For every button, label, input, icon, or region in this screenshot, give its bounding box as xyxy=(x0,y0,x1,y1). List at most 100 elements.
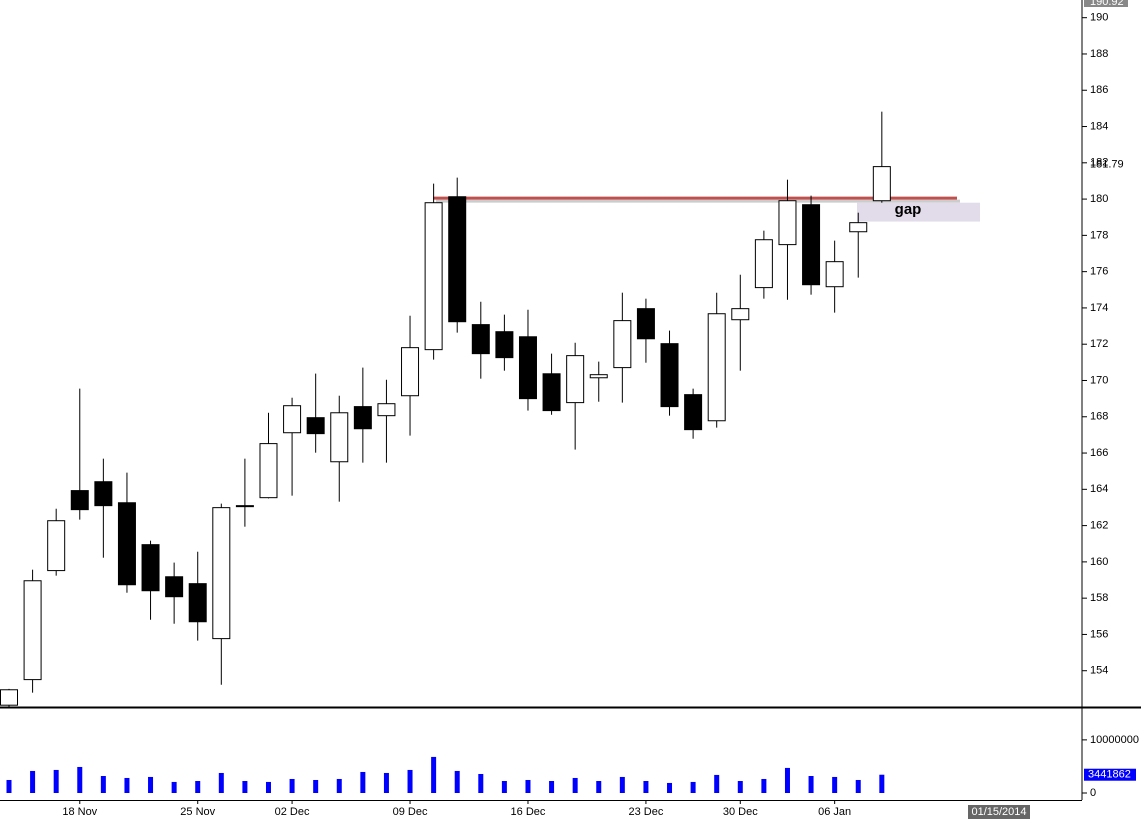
candle-body xyxy=(259,443,278,499)
volume-tick-label: 10000000 xyxy=(1090,734,1139,746)
volume-bar xyxy=(879,774,885,793)
volume-bar xyxy=(619,776,625,793)
candle-body xyxy=(330,412,349,463)
x-tick-label: 06 Jan xyxy=(818,806,851,818)
x-tick-label: 25 Nov xyxy=(180,806,215,818)
candle-body xyxy=(849,222,868,233)
volume-bar xyxy=(667,782,673,793)
x-tick-label: 23 Dec xyxy=(629,806,664,818)
volume-bar xyxy=(855,779,861,793)
candle-body xyxy=(212,507,231,640)
candle-body xyxy=(424,202,443,351)
candle-body xyxy=(872,166,891,202)
x-tick-label: 02 Dec xyxy=(275,806,310,818)
x-tick-label: 30 Dec xyxy=(723,806,758,818)
candle-body xyxy=(731,308,750,321)
volume-bar xyxy=(171,781,177,793)
y-tick-label: 188 xyxy=(1090,48,1108,60)
candle-body xyxy=(165,576,184,598)
gap-label: gap xyxy=(895,201,922,218)
candle-body xyxy=(377,403,396,417)
volume-bar xyxy=(454,770,460,793)
volume-bar xyxy=(100,776,106,793)
candle-body xyxy=(613,320,632,369)
candle-body xyxy=(353,406,372,430)
x-tick-label: 18 Nov xyxy=(62,806,97,818)
volume-bar xyxy=(407,769,413,793)
y-tick-label: 184 xyxy=(1090,120,1108,132)
volume-bar xyxy=(761,778,767,793)
y-tick-label: 186 xyxy=(1090,84,1108,96)
candle-body xyxy=(448,196,467,323)
candle-body xyxy=(47,520,66,572)
volume-bar xyxy=(431,756,437,793)
candle-body xyxy=(778,200,797,246)
candle-body xyxy=(94,481,113,507)
volume-bar xyxy=(6,779,12,793)
volume-bar xyxy=(53,769,59,793)
y-tick-label: 178 xyxy=(1090,229,1108,241)
volume-bar xyxy=(336,778,342,793)
cursor-date: 01/15/2014 xyxy=(971,806,1026,818)
candle-body xyxy=(636,308,655,340)
volume-bar xyxy=(478,773,484,793)
volume-bar xyxy=(832,776,838,793)
y-tick-label: 172 xyxy=(1090,338,1108,350)
y-tick-label: 176 xyxy=(1090,266,1108,278)
last-price-label: 181.79 xyxy=(1090,159,1124,171)
candle-body xyxy=(684,394,703,431)
volume-bar xyxy=(313,779,319,793)
volume-bar xyxy=(195,780,201,793)
candle-body xyxy=(401,347,420,397)
volume-bar xyxy=(784,767,790,793)
y-tick-label: 160 xyxy=(1090,556,1108,568)
candle-body xyxy=(141,544,160,592)
y-tick-label: 174 xyxy=(1090,302,1108,314)
volume-bar xyxy=(643,780,649,793)
y-tick-label: 180 xyxy=(1090,193,1108,205)
cursor-date-box xyxy=(968,805,1030,819)
x-tick-label: 16 Dec xyxy=(511,806,546,818)
volume-bar xyxy=(360,771,366,793)
candle-body xyxy=(117,502,136,586)
y-tick-label: 162 xyxy=(1090,520,1108,532)
candle-body xyxy=(566,355,585,404)
candle-body xyxy=(589,374,608,379)
price-panel: 154 156 158 160 162 164 166 168 170 172 174 176 178 1… xyxy=(0,0,1128,707)
gap-zone xyxy=(857,202,980,222)
candle-body xyxy=(495,331,514,359)
candle-body xyxy=(283,405,302,434)
volume-bar xyxy=(265,781,271,793)
y-tick-label: 158 xyxy=(1090,592,1108,604)
volume-bar xyxy=(289,778,295,793)
candle-body xyxy=(188,583,207,623)
candle-body xyxy=(707,313,726,422)
candle-body xyxy=(306,417,325,435)
candle-body xyxy=(542,373,561,412)
candle-body xyxy=(70,490,89,511)
y-tick-label: 170 xyxy=(1090,374,1108,386)
volume-bar xyxy=(549,780,555,793)
volume-tick-label: 0 xyxy=(1090,787,1096,799)
y-tick-label: 182 xyxy=(1090,157,1108,169)
volume-bar xyxy=(690,781,696,793)
volume-bar xyxy=(501,780,507,793)
candle-body xyxy=(754,239,773,289)
volume-bar xyxy=(808,776,814,793)
volume-panel: 0 10000000 3441862 xyxy=(6,734,1139,799)
candle-body xyxy=(518,336,537,400)
candle-body xyxy=(825,261,844,288)
candle-body xyxy=(802,204,821,286)
x-tick-label: 09 Dec xyxy=(393,806,428,818)
volume-bar xyxy=(596,780,602,793)
y-tick-label: 166 xyxy=(1090,447,1108,459)
candle-body xyxy=(471,324,490,355)
last-volume-box xyxy=(1084,768,1136,781)
y-max-box xyxy=(1084,0,1128,7)
candle-body xyxy=(235,505,254,508)
volume-bar xyxy=(525,779,531,793)
volume-bar xyxy=(30,770,36,793)
volume-bar xyxy=(572,777,578,793)
